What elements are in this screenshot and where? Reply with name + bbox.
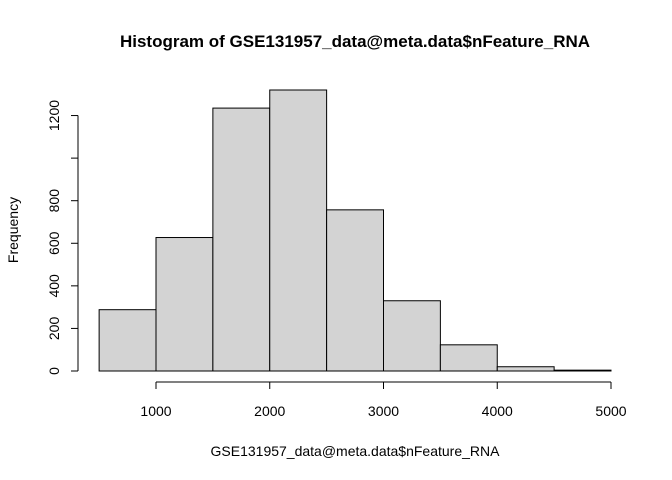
x-tick-label-3: 4000: [482, 403, 513, 419]
y-axis-label: Frequency: [5, 197, 21, 263]
histogram-bar-1: [155, 237, 214, 372]
histogram-bar-8: [553, 369, 612, 372]
y-tick-label-0: 0: [46, 367, 62, 375]
y-tick-label-3: 600: [46, 231, 62, 255]
y-tick-label-2: 400: [46, 274, 62, 298]
histogram-bar-7: [496, 366, 555, 372]
histogram-bar-0: [98, 309, 157, 372]
x-axis-label: GSE131957_data@meta.data$nFeature_RNA: [211, 443, 501, 459]
x-axis: 1000 2000 3000 4000 5000: [140, 381, 627, 419]
chart-title: Histogram of GSE131957_data@meta.data$nF…: [120, 32, 590, 51]
x-tick-label-2: 3000: [368, 403, 399, 419]
histogram-bar-5: [383, 300, 441, 372]
x-tick-label-0: 1000: [140, 403, 171, 419]
x-tick-label-1: 2000: [254, 403, 285, 419]
histogram-bar-3: [269, 89, 328, 372]
y-tick-label-1: 200: [46, 317, 62, 341]
y-tick-label-4: 800: [46, 189, 62, 213]
histogram-bar-2: [212, 107, 271, 372]
histogram-bar-6: [439, 344, 498, 372]
bars-group: [98, 89, 612, 372]
y-axis: 0 200 400 600 800 1200: [46, 100, 79, 375]
x-tick-label-4: 5000: [595, 403, 626, 419]
y-tick-label-6: 1200: [46, 100, 62, 131]
histogram-bar-4: [326, 209, 384, 372]
